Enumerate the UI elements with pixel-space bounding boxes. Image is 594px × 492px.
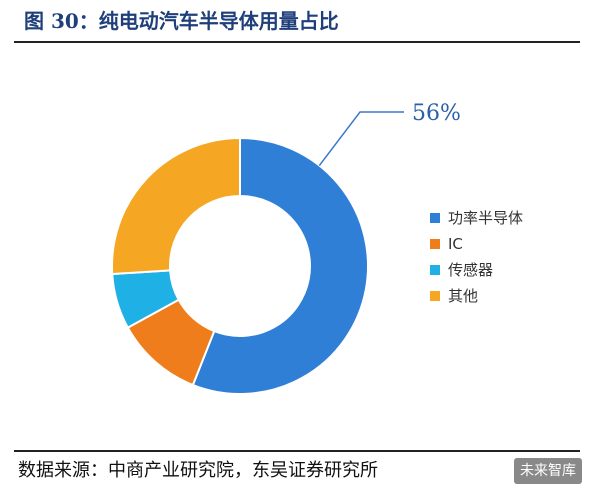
data-source: 数据来源：中商产业研究院，东吴证券研究所 — [18, 460, 378, 481]
legend-swatch-1 — [430, 239, 440, 249]
legend-swatch-2 — [430, 265, 440, 275]
bottom-rule — [14, 450, 580, 452]
legend-label-0: 功率半导体 — [448, 209, 523, 227]
chart-annotations: 56% — [318, 101, 461, 167]
watermark-badge: 未来智库 — [514, 458, 582, 484]
legend-swatch-3 — [430, 291, 440, 301]
figure-title: 图 30：纯电动汽车半导体用量占比 — [24, 9, 339, 33]
legend-swatch-0 — [430, 213, 440, 223]
legend-label-2: 传感器 — [448, 261, 493, 279]
pie-slice-0 — [191, 136, 369, 395]
donut-slices — [111, 136, 369, 395]
annotation-label-0: 56% — [412, 101, 461, 126]
annotation-leader-line-0 — [318, 111, 404, 167]
legend-label-3: 其他 — [448, 287, 478, 305]
pie-slice-3 — [111, 136, 241, 276]
top-rule — [14, 41, 580, 43]
legend-label-1: IC — [448, 235, 463, 253]
